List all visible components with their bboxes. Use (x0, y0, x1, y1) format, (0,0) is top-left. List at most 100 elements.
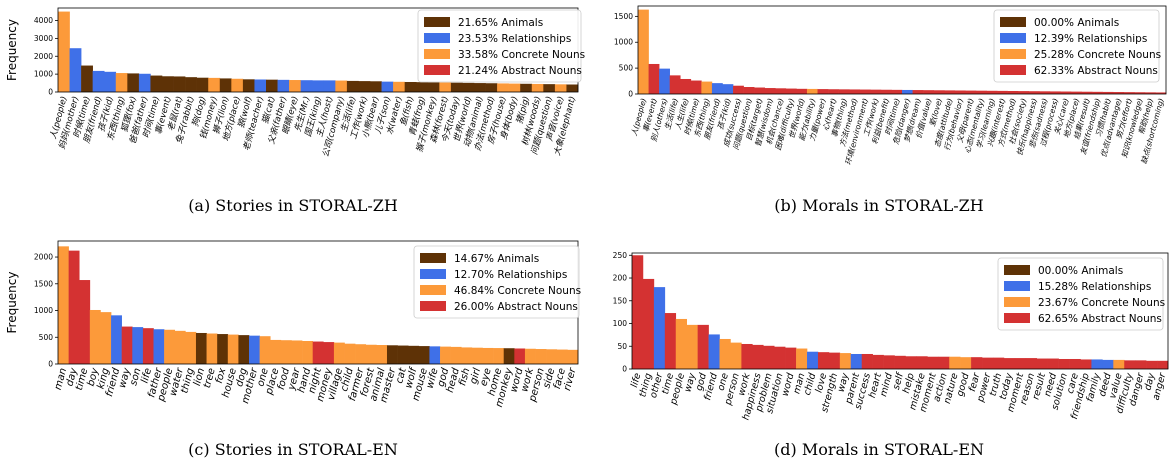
legend-swatch (1004, 313, 1030, 323)
bar (81, 65, 93, 92)
bar (1070, 91, 1082, 94)
bar (397, 345, 409, 364)
bar (1058, 358, 1070, 369)
bar (982, 357, 994, 369)
bar (69, 48, 82, 92)
y-tick-label: 200 (613, 274, 628, 283)
bar (195, 332, 207, 364)
bar (196, 77, 209, 92)
bar (902, 89, 913, 94)
bar (1146, 360, 1158, 369)
bar (524, 348, 536, 364)
bar (312, 341, 324, 364)
bar (754, 87, 766, 94)
bar (1134, 92, 1146, 94)
x-tick-label: help (901, 372, 917, 395)
bar (632, 255, 644, 369)
bar (638, 9, 649, 95)
bar (912, 90, 924, 94)
bar (289, 80, 301, 92)
y-tick-label: 0 (48, 360, 53, 369)
bar (938, 356, 950, 369)
bar (986, 90, 998, 94)
y-axis-label: Frequency (5, 19, 19, 81)
bar (965, 90, 977, 94)
bar (566, 84, 579, 92)
bar (142, 328, 154, 364)
bar (817, 89, 829, 94)
bar (796, 348, 808, 369)
x-tick-label: way (836, 372, 852, 394)
bar (554, 84, 567, 92)
bar (870, 89, 882, 94)
bar (1036, 358, 1048, 369)
bar (1155, 92, 1167, 94)
bar (697, 324, 709, 369)
bar (764, 88, 776, 94)
legend-swatch (1000, 49, 1026, 59)
legend-box (417, 9, 582, 83)
bar (115, 73, 128, 92)
bar (100, 312, 112, 364)
bar (1113, 92, 1125, 94)
y-tick-label: 2000 (34, 253, 53, 262)
bar (905, 356, 917, 369)
x-tick-label: god (694, 371, 710, 392)
x-tick-label: boy (86, 366, 102, 388)
x-tick-label: face (552, 367, 568, 390)
bar (719, 338, 731, 369)
bar (567, 349, 579, 364)
y-tick-label: 1500 (34, 279, 53, 288)
bar (249, 335, 260, 364)
bar (1091, 359, 1103, 369)
bar (266, 79, 278, 92)
bar (997, 90, 1008, 94)
bar (219, 78, 232, 92)
bar (132, 327, 144, 364)
bar (659, 68, 670, 94)
bar (859, 89, 871, 94)
caption-c-prefix: (c) Stories in (188, 440, 298, 459)
bar (669, 75, 681, 94)
bar (944, 90, 956, 94)
bar (733, 85, 744, 94)
bar (1047, 358, 1059, 369)
bar (280, 340, 292, 364)
panel-a: Frequency 0 1000 2000 3000 4000 人(people) 妈妈(mo… (0, 0, 586, 234)
bar (520, 83, 533, 92)
bar (828, 352, 841, 369)
bar (664, 313, 677, 369)
x-tick-label: wife (425, 367, 441, 390)
caption-d: (d) Morals in STORAL-EN (586, 440, 1172, 459)
bar (358, 81, 371, 92)
bar (58, 11, 70, 92)
bar (711, 83, 723, 94)
legend-label: 33.58% Concrete Nouns (458, 49, 585, 61)
bar (839, 353, 852, 369)
bar (1014, 358, 1027, 369)
legend-swatch (424, 17, 450, 27)
caption-c: (c) Stories in STORAL-EN (0, 440, 586, 459)
x-tick-label: lion (192, 367, 207, 387)
plot-frame (637, 5, 1167, 95)
caption-b: (b) Morals in STORAL-ZH (586, 196, 1172, 215)
bar (393, 81, 405, 92)
bar (227, 334, 239, 364)
x-tick-label: side (541, 367, 557, 390)
legend-label: 15.28% Relationships (1038, 281, 1151, 293)
bar (150, 75, 163, 92)
y-tick-label: 1500 (614, 12, 633, 21)
y-tick-label: 1000 (34, 306, 53, 315)
bar (68, 250, 80, 364)
bar (960, 357, 972, 369)
bar (1092, 91, 1103, 94)
bar (508, 83, 521, 92)
bar (1003, 358, 1016, 369)
bar (376, 345, 388, 364)
legend-label: 23.53% Relationships (458, 33, 571, 45)
bar (497, 83, 509, 92)
chart-a: Frequency01000200030004000人(people)妈妈(mo… (5, 7, 585, 158)
legend-swatch (1000, 65, 1026, 75)
bar (1039, 91, 1051, 94)
bar (439, 82, 452, 92)
